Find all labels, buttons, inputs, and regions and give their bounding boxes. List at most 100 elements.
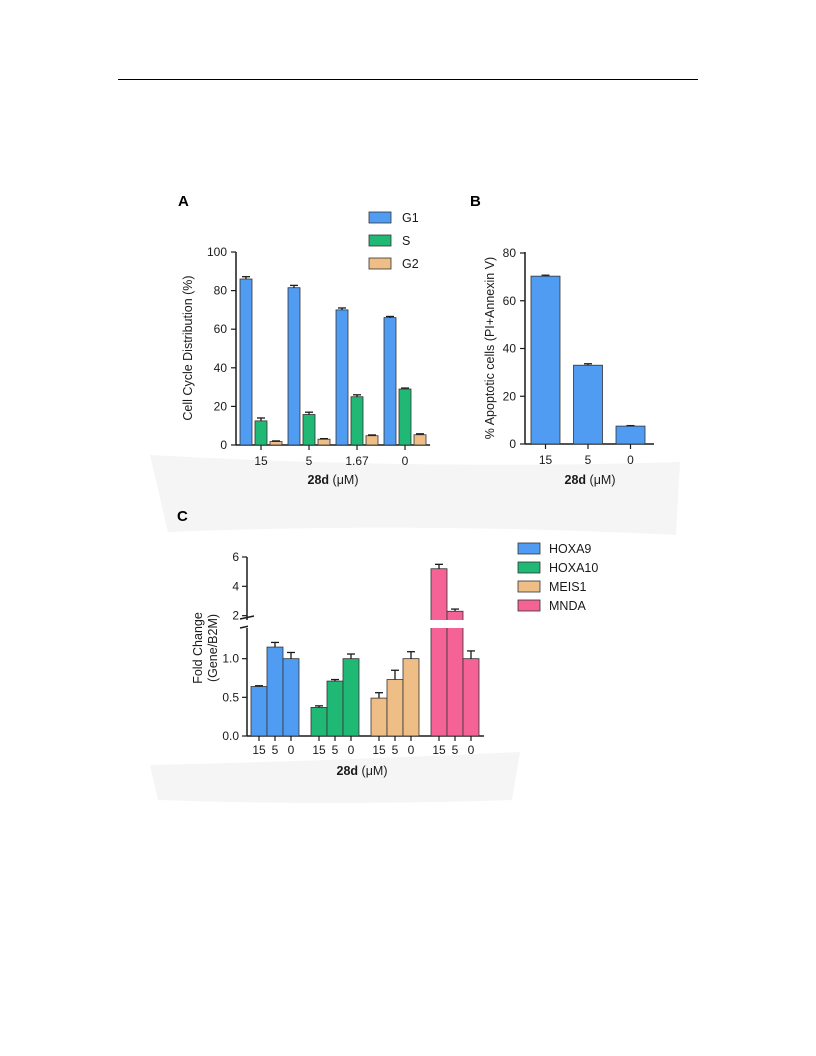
x-axis-label-compound: 28d <box>337 764 359 778</box>
x-ticks: 15 5 0 15 5 0 15 5 0 15 5 0 <box>252 736 475 757</box>
x-axis-label-compound: 28d <box>565 473 587 487</box>
bar <box>615 425 646 445</box>
bar-hoxa10 <box>326 680 344 737</box>
x-axis-label: 28d (μM) <box>337 764 388 778</box>
y-tick-label: 20 <box>214 399 228 413</box>
bar-meis1 <box>386 679 404 737</box>
x-tick-label: 5 <box>392 743 399 757</box>
panel-b: B 0 20 40 60 80 15 5 0 % Apoptotic cells (PI+A… <box>470 193 654 487</box>
y-tick-label: 0 <box>509 437 516 451</box>
x-axis-label: 28d (μM) <box>565 473 616 487</box>
x-tick-label: 15 <box>312 743 326 757</box>
y-tick-label: 1.0 <box>222 652 239 666</box>
x-tick-label: 15 <box>254 454 268 468</box>
panel-label-a: A <box>178 193 189 210</box>
y-tick-label: 4 <box>232 579 239 593</box>
header-rule <box>118 79 698 80</box>
y-axis-label-line1: Fold Change <box>191 612 205 684</box>
bar-hoxa10 <box>310 706 328 737</box>
bars <box>530 274 646 445</box>
axis-break-gap <box>248 620 488 628</box>
bar-g2 <box>365 435 379 446</box>
legend-swatch-g2 <box>368 257 392 270</box>
bar-g2 <box>317 438 331 446</box>
x-tick-label: 15 <box>372 743 386 757</box>
legend-label-g1: G1 <box>402 211 419 225</box>
x-tick-label: 0 <box>288 743 295 757</box>
bar-hoxa9 <box>282 658 300 737</box>
legend-label-mnda: MNDA <box>549 599 586 613</box>
legend-swatch-hoxa9 <box>517 542 541 555</box>
x-tick-label: 5 <box>452 743 459 757</box>
bar-s <box>350 396 364 446</box>
x-tick-label: 15 <box>252 743 266 757</box>
legend-label-s: S <box>402 234 410 248</box>
bars <box>248 563 488 737</box>
y-tick-label: 40 <box>214 361 228 375</box>
y-tick-label: 100 <box>207 245 227 259</box>
x-tick-label: 5 <box>306 454 313 468</box>
y-tick-label: 60 <box>214 322 228 336</box>
x-tick-label: 5 <box>585 453 592 467</box>
legend-swatch-hoxa10 <box>517 561 541 574</box>
bar-g1 <box>335 309 349 446</box>
legend: HOXA9 HOXA10 MEIS1 MNDA <box>517 542 598 613</box>
bar <box>573 364 603 445</box>
y-tick-label: 80 <box>214 284 228 298</box>
x-tick-label: 0 <box>468 743 475 757</box>
bar-g1 <box>287 287 301 446</box>
scan-shading <box>150 455 680 535</box>
legend: G1 S G2 <box>368 211 419 271</box>
x-tick-label: 0 <box>348 743 355 757</box>
y-axis-label: % Apoptotic cells (PI+Annexin V) <box>483 257 497 439</box>
y-tick-label: 40 <box>503 342 517 356</box>
bar-hoxa10 <box>342 658 360 737</box>
bar-s <box>302 414 316 446</box>
y-tick-label: 6 <box>232 550 239 564</box>
panel-label-b: B <box>470 193 481 210</box>
y-tick-label: 60 <box>503 294 517 308</box>
bars <box>239 276 427 446</box>
x-tick-label: 0 <box>402 454 409 468</box>
x-axis-label-unit: (μM) <box>586 473 615 487</box>
y-tick-label: 0.5 <box>222 690 239 704</box>
y-tick-label: 20 <box>503 389 517 403</box>
x-tick-label: 15 <box>539 453 553 467</box>
y-tick-label: 80 <box>503 246 517 260</box>
bar-s <box>398 388 412 446</box>
y-ticks: 0.0 0.5 1.0 2 4 6 <box>222 550 247 743</box>
x-axis-label-unit: (μM) <box>329 473 358 487</box>
x-tick-label: 1.67 <box>345 454 369 468</box>
bar-s <box>254 420 268 446</box>
x-tick-label: 5 <box>332 743 339 757</box>
x-ticks: 15 5 0 <box>539 444 634 467</box>
y-tick-label: 0 <box>220 438 227 452</box>
x-axis-label-unit: (μM) <box>358 764 387 778</box>
axis-break-mark <box>239 615 255 620</box>
bar-g1 <box>239 278 253 446</box>
legend-swatch-mnda <box>517 599 541 612</box>
bar-meis1 <box>370 697 388 737</box>
x-tick-label: 15 <box>432 743 446 757</box>
bar-meis1 <box>402 658 420 737</box>
bar-hoxa9 <box>250 686 268 737</box>
legend-swatch-meis1 <box>517 580 541 593</box>
panel-label-c: C <box>177 508 188 525</box>
legend-label-hoxa9: HOXA9 <box>549 542 591 556</box>
bar-mnda <box>430 568 448 737</box>
legend-label-meis1: MEIS1 <box>549 580 587 594</box>
bar-g2 <box>413 434 427 446</box>
x-tick-label: 5 <box>272 743 279 757</box>
y-ticks: 0 20 40 60 80 <box>503 246 525 451</box>
legend-label-g2: G2 <box>402 257 419 271</box>
x-tick-label: 0 <box>408 743 415 757</box>
bar-mnda <box>462 658 480 737</box>
bar <box>530 275 561 445</box>
y-axis-label: Cell Cycle Distribution (%) <box>181 275 195 420</box>
x-ticks: 15 5 1.67 0 <box>254 445 409 468</box>
bar-g1 <box>383 317 397 446</box>
y-ticks: 0 20 40 60 80 100 <box>207 245 236 452</box>
scan-shading-lower <box>150 752 520 803</box>
